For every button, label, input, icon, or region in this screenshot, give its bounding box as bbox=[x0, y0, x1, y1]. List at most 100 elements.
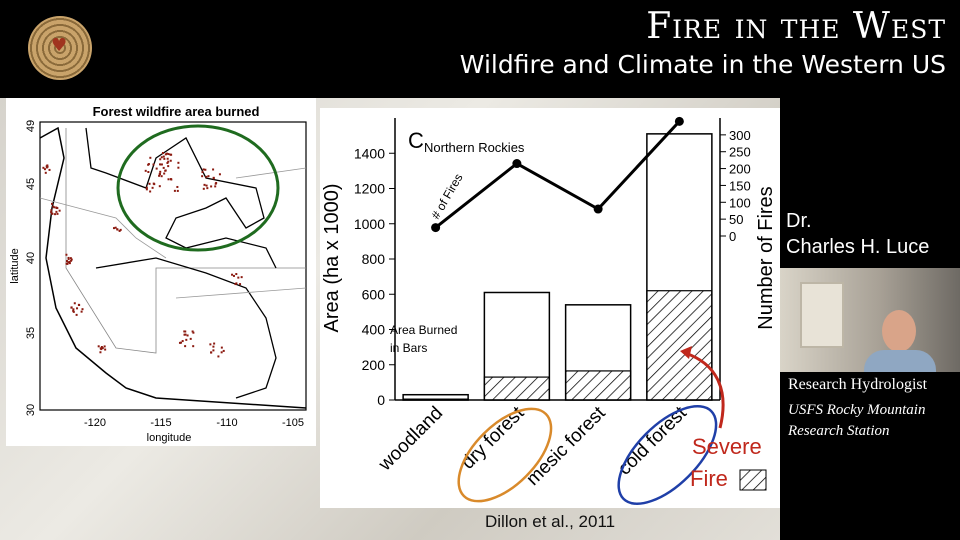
window-shape bbox=[800, 282, 844, 348]
burn-dot bbox=[162, 155, 165, 158]
burn-dot bbox=[118, 229, 121, 232]
burn-dot bbox=[214, 185, 217, 188]
chart-marks: 0200400600800100012001400050100150200250… bbox=[321, 116, 777, 505]
map-xtick: -120 bbox=[84, 417, 106, 429]
burn-dot bbox=[55, 210, 58, 213]
map-ytick: 45 bbox=[25, 178, 37, 190]
burn-dot bbox=[218, 173, 221, 176]
burn-dot bbox=[167, 153, 170, 156]
burn-dot bbox=[101, 347, 104, 350]
burn-dot bbox=[191, 330, 194, 333]
fires-annotation: # of Fires bbox=[428, 171, 465, 221]
burn-dot bbox=[54, 213, 57, 216]
map-y-ticks: 30 35 40 45 49 bbox=[25, 120, 37, 416]
burn-dot bbox=[145, 186, 148, 189]
burn-dot bbox=[189, 337, 192, 340]
burn-dot bbox=[237, 276, 240, 279]
map-x-ticks: -120 -115 -110 -105 bbox=[84, 417, 304, 429]
panel-label: C bbox=[408, 128, 424, 153]
map-ytick: 35 bbox=[25, 327, 37, 339]
burn-dot bbox=[164, 153, 167, 156]
y2-tick-label: 150 bbox=[729, 178, 751, 193]
burn-dot bbox=[159, 170, 162, 173]
burn-dot bbox=[205, 184, 208, 187]
y2-tick-label: 100 bbox=[729, 195, 751, 210]
burn-dot bbox=[201, 175, 204, 178]
burn-dot bbox=[180, 341, 183, 344]
burn-dot bbox=[66, 262, 69, 265]
burn-dot bbox=[165, 152, 168, 155]
fires-point bbox=[512, 159, 522, 169]
burn-dot bbox=[112, 227, 115, 230]
speaker-role: Research Hydrologist bbox=[788, 376, 928, 393]
y-tick-label: 0 bbox=[377, 392, 385, 408]
bar-chart-panel: 0 200 400 600 800 1000 1200 1400 0 50 100 150 200 250… bbox=[320, 108, 780, 508]
burn-dot bbox=[50, 209, 53, 212]
severe-fire-label-1: Severe bbox=[692, 434, 762, 459]
burn-dot bbox=[160, 163, 163, 166]
y-tick-label: 1200 bbox=[354, 181, 385, 197]
burn-dot bbox=[160, 156, 163, 159]
burn-dot bbox=[158, 185, 161, 188]
burn-dot bbox=[239, 283, 242, 286]
burn-dot bbox=[152, 163, 155, 166]
burn-dot bbox=[72, 310, 75, 313]
map-ytick: 30 bbox=[25, 404, 37, 416]
burn-dot bbox=[149, 156, 152, 159]
y2-tick-label: 250 bbox=[729, 145, 751, 160]
burn-dot bbox=[152, 182, 155, 185]
burn-dot bbox=[202, 187, 205, 190]
burn-dot bbox=[67, 257, 70, 260]
burn-dot bbox=[56, 212, 59, 215]
category-label: mesic forest bbox=[522, 402, 610, 490]
burn-dot bbox=[177, 166, 180, 169]
speaker-org-2: Research Station bbox=[788, 423, 890, 439]
map-ytick: 49 bbox=[25, 120, 37, 132]
speaker-name: Charles H. Luce bbox=[786, 236, 930, 258]
y-tick-label: 800 bbox=[362, 251, 386, 267]
burn-dot bbox=[206, 187, 209, 190]
burn-dot bbox=[145, 188, 148, 191]
burn-dot bbox=[212, 177, 215, 180]
area-annotation-2: in Bars bbox=[390, 341, 427, 355]
burn-dot bbox=[192, 345, 195, 348]
burn-dot bbox=[222, 349, 225, 352]
burn-dot bbox=[176, 189, 179, 192]
burn-dot bbox=[50, 211, 53, 214]
burn-dot bbox=[70, 259, 73, 262]
burn-dot bbox=[99, 351, 102, 354]
burn-dot bbox=[184, 330, 187, 333]
burn-dot bbox=[44, 171, 47, 174]
burn-dot bbox=[215, 181, 218, 184]
burn-dot bbox=[169, 178, 172, 181]
burn-dot bbox=[56, 207, 59, 210]
person-head bbox=[882, 310, 916, 352]
fires-point bbox=[593, 204, 603, 214]
category-label: dry forest bbox=[458, 402, 529, 473]
map-frame bbox=[39, 121, 307, 411]
burn-dot bbox=[158, 174, 161, 177]
burn-dot bbox=[100, 346, 103, 349]
cold-forest-highlight bbox=[617, 405, 718, 505]
burn-dot bbox=[213, 342, 216, 345]
burn-dot bbox=[103, 345, 106, 348]
burn-dot bbox=[149, 190, 152, 193]
burn-dot bbox=[119, 228, 122, 231]
y2-axis-label: Number of Fires bbox=[755, 186, 777, 329]
burn-dot bbox=[185, 338, 188, 341]
burn-dot bbox=[159, 158, 162, 161]
dry-forest-highlight bbox=[457, 407, 553, 503]
category-label: cold forest bbox=[614, 402, 691, 479]
burn-dot bbox=[204, 168, 207, 171]
burn-dot bbox=[212, 345, 215, 348]
burn-map-panel: Forest wildfire area burned 30 35 40 45 … bbox=[6, 98, 316, 446]
map-xtick: -115 bbox=[150, 417, 171, 429]
burn-dot bbox=[209, 343, 212, 346]
burn-dot bbox=[68, 262, 71, 265]
burn-dot bbox=[70, 258, 73, 261]
person-shirt bbox=[864, 350, 936, 372]
burn-dot bbox=[220, 351, 223, 354]
y-tick-label: 400 bbox=[362, 322, 386, 338]
burn-dot bbox=[169, 153, 172, 156]
bar-severe bbox=[646, 290, 713, 401]
